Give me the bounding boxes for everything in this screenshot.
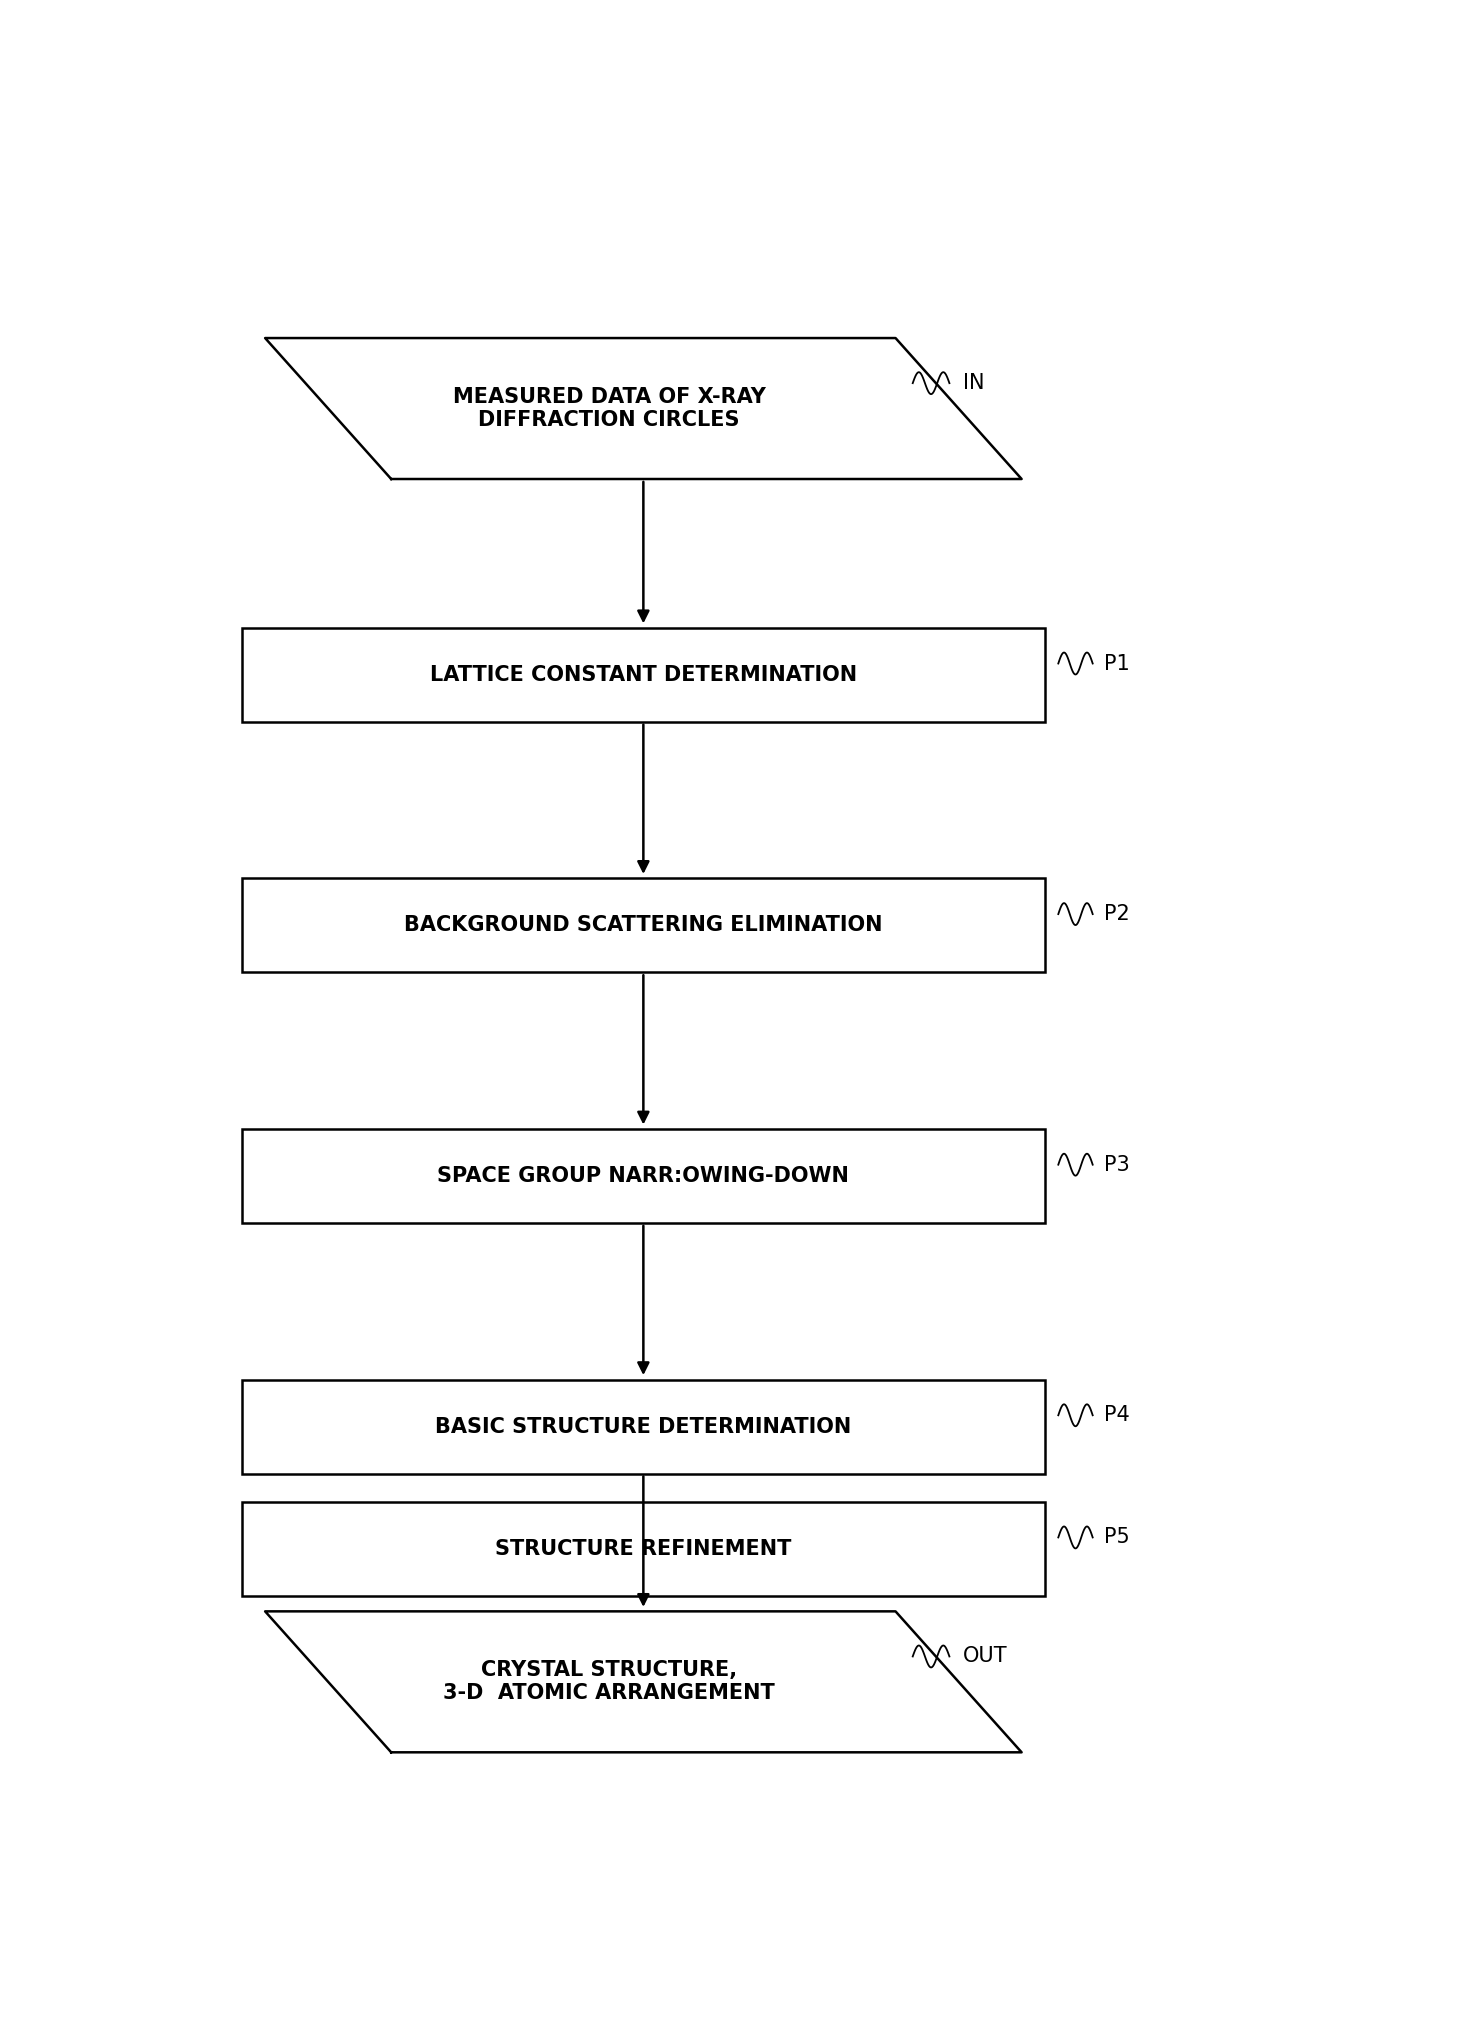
Text: SPACE GROUP NARR:OWING-DOWN: SPACE GROUP NARR:OWING-DOWN — [438, 1165, 849, 1186]
Text: P3: P3 — [1105, 1155, 1130, 1176]
Text: P4: P4 — [1105, 1405, 1130, 1426]
Text: OUT: OUT — [963, 1646, 1007, 1666]
Bar — [243, 629, 1044, 722]
Text: P5: P5 — [1105, 1528, 1130, 1548]
Text: CRYSTAL STRUCTURE,
3-D  ATOMIC ARRANGEMENT: CRYSTAL STRUCTURE, 3-D ATOMIC ARRANGEMEN… — [444, 1660, 775, 1702]
Text: LATTICE CONSTANT DETERMINATION: LATTICE CONSTANT DETERMINATION — [430, 665, 856, 685]
Bar — [243, 1501, 1044, 1597]
Text: STRUCTURE REFINEMENT: STRUCTURE REFINEMENT — [495, 1538, 791, 1558]
Text: P1: P1 — [1105, 653, 1130, 673]
Text: MEASURED DATA OF X-RAY
DIFFRACTION CIRCLES: MEASURED DATA OF X-RAY DIFFRACTION CIRCL… — [453, 386, 766, 429]
Bar — [243, 1129, 1044, 1222]
Bar — [243, 1379, 1044, 1473]
Text: IN: IN — [963, 372, 985, 393]
Text: BASIC STRUCTURE DETERMINATION: BASIC STRUCTURE DETERMINATION — [435, 1416, 852, 1436]
Bar — [243, 879, 1044, 972]
Text: BACKGROUND SCATTERING ELIMINATION: BACKGROUND SCATTERING ELIMINATION — [404, 915, 883, 936]
Text: P2: P2 — [1105, 903, 1130, 923]
